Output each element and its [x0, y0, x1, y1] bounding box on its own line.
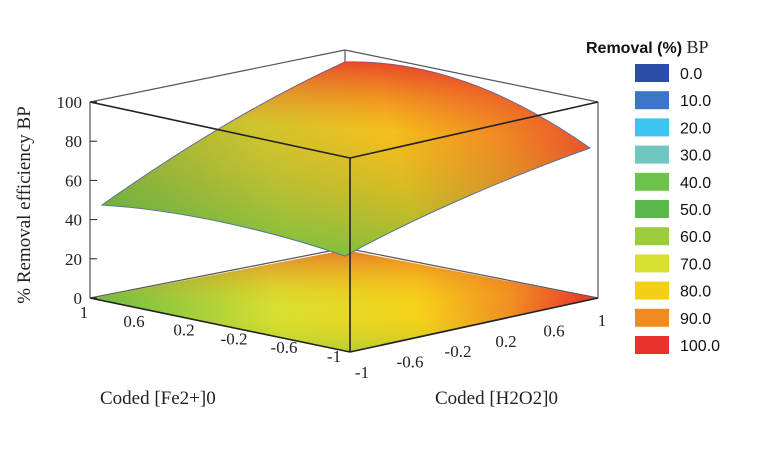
y-tick-label: -0.2: [445, 342, 472, 361]
legend-label: 60.0: [680, 229, 711, 246]
z-tick-labels: 0 20 40 60 80 100: [57, 93, 83, 308]
legend-swatch: [635, 308, 669, 327]
x-tick-label: -0.6: [271, 338, 298, 357]
x-tick-label: 0.2: [173, 321, 194, 340]
legend-label: 40.0: [680, 175, 711, 192]
response-surface-shade: [102, 61, 590, 256]
x-tick-label: -0.2: [221, 329, 248, 348]
floor-contour-shade: [92, 250, 596, 352]
legend-label: 90.0: [680, 311, 711, 328]
legend-swatch: [635, 254, 669, 273]
legend-swatch: [635, 118, 669, 137]
z-tickmarks: [90, 101, 97, 299]
z-tick-label: 60: [65, 171, 82, 190]
z-tick-label: 0: [74, 289, 83, 308]
x-tick-label: -1: [327, 347, 341, 366]
z-axis-title: % Removal efficiency BP: [14, 106, 35, 304]
z-tick-label: 80: [65, 132, 82, 151]
legend-label: 100.0: [680, 338, 720, 355]
y-tick-label: 0.2: [495, 332, 516, 351]
z-tick-label: 100: [57, 93, 83, 112]
y-tick-label: 1: [598, 311, 607, 330]
legend-swatch: [635, 200, 669, 218]
legend-swatch: [635, 145, 669, 164]
legend-label: 50.0: [680, 202, 711, 219]
y-tick-label: -0.6: [397, 353, 424, 372]
x-tick-label: 1: [80, 303, 89, 322]
legend-swatch: [635, 172, 669, 191]
legend-label: 30.0: [680, 148, 711, 165]
y-axis-title: Coded [H2O2]0: [435, 388, 558, 409]
legend-label: 10.0: [680, 93, 711, 110]
legend-label: 20.0: [680, 120, 711, 137]
box-front: [89, 101, 599, 353]
x-tick-labels: 1 0.6 0.2 -0.2 -0.6 -1: [80, 303, 341, 366]
z-tick-label: 40: [65, 211, 82, 230]
legend-swatch: [635, 227, 669, 246]
legend: Removal (%) BP 0.0 10.0 20.0 30.0 40.0 50.0 60…: [586, 37, 720, 355]
legend-label: 70.0: [680, 256, 711, 273]
legend-label: 0.0: [680, 66, 702, 83]
legend-entries: 0.0 10.0 20.0 30.0 40.0 50.0 60.0 70.0 80.0 90.0 1…: [635, 64, 720, 355]
legend-label: 80.0: [680, 284, 711, 301]
x-axis-title: Coded [Fe2+]0: [100, 388, 216, 409]
y-tick-label: 0.6: [543, 321, 564, 340]
legend-swatch: [635, 64, 669, 82]
legend-swatch: [635, 336, 669, 354]
y-tick-label: -1: [355, 363, 369, 382]
legend-swatch: [635, 91, 669, 110]
y-tick-labels: -1 -0.6 -0.2 0.2 0.6 1: [355, 311, 606, 382]
legend-swatch: [635, 281, 669, 300]
x-tick-label: 0.6: [123, 312, 144, 331]
z-tick-label: 20: [65, 250, 82, 269]
legend-title: Removal (%) BP: [586, 37, 709, 57]
